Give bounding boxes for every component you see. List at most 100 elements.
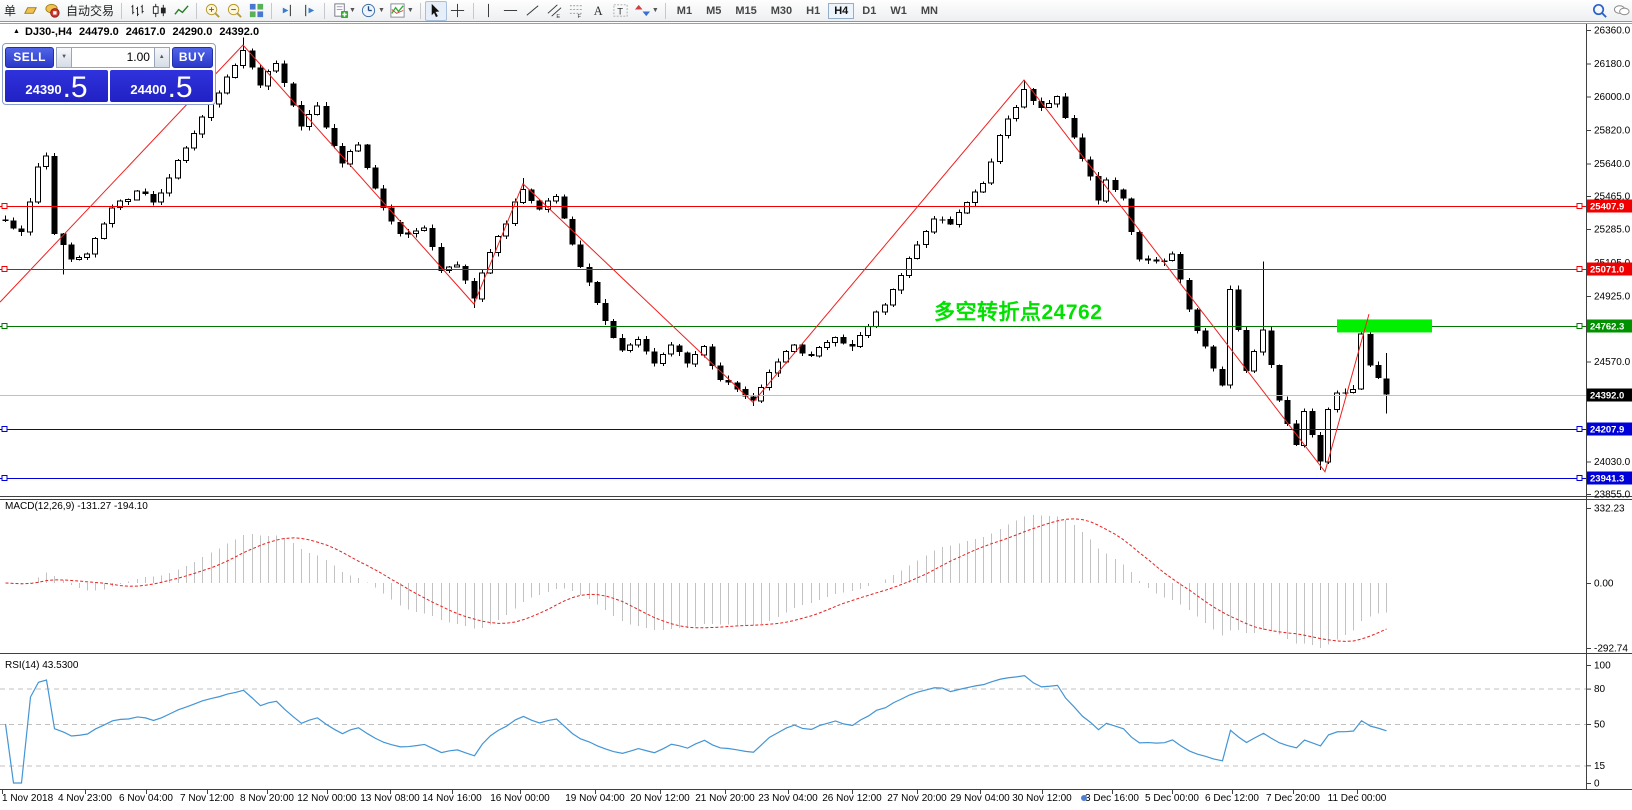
tile-windows-icon[interactable]	[245, 1, 267, 21]
indicators-icon[interactable]	[387, 1, 409, 21]
order-label[interactable]: 单	[4, 4, 17, 18]
svg-text:23 Nov 04:00: 23 Nov 04:00	[758, 793, 818, 804]
timeframe-button-h1[interactable]: H1	[806, 4, 821, 17]
rsi-line	[4, 675, 1387, 784]
timeframe-button-d1[interactable]: D1	[862, 4, 877, 17]
text-icon[interactable]: A	[588, 1, 610, 21]
toolbar-separator	[419, 2, 421, 19]
zoom-in-icon[interactable]	[201, 1, 223, 21]
svg-text:26000.0: 26000.0	[1594, 92, 1631, 103]
buy-price[interactable]: 24400 .5	[110, 70, 213, 103]
vertical-line-icon[interactable]	[478, 1, 500, 21]
svg-text:332.23: 332.23	[1594, 504, 1625, 515]
timeframe-button-m1[interactable]: M1	[676, 4, 693, 17]
label-icon[interactable]: T	[610, 1, 632, 21]
svg-text:5 Dec 00:00: 5 Dec 00:00	[1145, 793, 1199, 804]
horizontal-line-icon[interactable]	[500, 1, 522, 21]
svg-text:24570.0: 24570.0	[1594, 357, 1631, 368]
trendline-icon[interactable]	[522, 1, 544, 21]
autotrade-icon[interactable]	[41, 1, 63, 21]
price-badge: 25407.9	[1590, 202, 1624, 213]
price-axis: 26360.0 26180.0 26000.0 25820.0 25640.0 25465…	[1586, 26, 1632, 790]
arrows-icon[interactable]	[632, 1, 654, 21]
price-badge: 24392.0	[1590, 391, 1624, 402]
sell-price[interactable]: 24390 .5	[5, 70, 108, 103]
price-badge: 25071.0	[1590, 265, 1624, 276]
buy-price-main: 24400	[130, 82, 167, 97]
svg-text:29 Nov 04:00: 29 Nov 04:00	[950, 793, 1010, 804]
sell-button[interactable]: SELL	[5, 46, 55, 68]
new-template-icon[interactable]	[329, 1, 351, 21]
volume-decrease-button[interactable]: ▼	[56, 46, 72, 68]
timeframe-button-mn[interactable]: MN	[920, 4, 938, 17]
toolbar-separator	[121, 2, 123, 19]
svg-text:25820.0: 25820.0	[1594, 126, 1631, 137]
ohlc-open: 24479.0	[79, 26, 119, 38]
svg-text:1 Nov 2018: 1 Nov 2018	[2, 793, 54, 804]
chart-header: ▲ DJ30-,H4 24479.0 24617.0 24290.0 24392.0	[13, 26, 266, 38]
fibonacci-icon[interactable]: F	[566, 1, 588, 21]
timeframe-button-w1[interactable]: W1	[890, 4, 907, 17]
buy-button[interactable]: BUY	[171, 46, 214, 68]
chart-annotation-text[interactable]: 多空转折点24762	[934, 301, 1103, 324]
zoom-out-icon[interactable]	[223, 1, 245, 21]
svg-text:24925.0: 24925.0	[1594, 291, 1631, 302]
crosshair-icon[interactable]	[447, 1, 469, 21]
marker-dot	[1081, 795, 1087, 801]
svg-text:6 Nov 04:00: 6 Nov 04:00	[119, 793, 173, 804]
timeframe-button-m15[interactable]: M15	[735, 4, 757, 17]
symbol-expander-icon[interactable]: ▲	[13, 28, 20, 35]
autotrade-label[interactable]: 自动交易	[66, 4, 115, 18]
gold-ingot-icon[interactable]	[19, 1, 41, 21]
candlestick-chart-icon[interactable]	[148, 1, 170, 21]
svg-text:13 Nov 08:00: 13 Nov 08:00	[360, 793, 420, 804]
horizontal-level-lines	[0, 203, 1586, 481]
svg-text:27 Nov 20:00: 27 Nov 20:00	[887, 793, 947, 804]
svg-text:30 Nov 12:00: 30 Nov 12:00	[1012, 793, 1072, 804]
svg-text:T: T	[618, 6, 624, 17]
toolbar-separator	[196, 2, 198, 19]
period-clock-icon-caret[interactable]: ▼	[377, 7, 385, 14]
new-template-icon-caret[interactable]: ▼	[349, 7, 356, 14]
price-badge: 24207.9	[1590, 425, 1624, 436]
rsi-indicator-label: RSI(14) 43.5300	[5, 660, 79, 671]
symbol-label: DJ30-,H4	[24, 26, 73, 38]
price-badge: 24762.3	[1590, 322, 1624, 333]
indicators-icon-caret[interactable]: ▼	[406, 7, 414, 14]
one-click-trading-panel: SELL ▼ ▲ BUY 24390 .5 24400 .5	[2, 43, 216, 105]
channel-icon[interactable]: E	[544, 1, 566, 21]
ohlc-close: 24392.0	[219, 26, 260, 38]
period-clock-icon[interactable]	[358, 1, 380, 21]
ohlc-high: 24617.0	[125, 26, 166, 38]
line-chart-icon[interactable]	[170, 1, 192, 21]
timeframe-button-h4[interactable]: H4	[828, 2, 855, 19]
chat-icon[interactable]	[1610, 1, 1632, 21]
candlesticks	[2, 37, 1390, 470]
sell-price-main: 24390	[25, 82, 62, 97]
toolbar-separator	[664, 2, 666, 19]
timeframe-button-m30[interactable]: M30	[770, 4, 793, 17]
volume-input[interactable]	[71, 46, 154, 68]
svg-text:50: 50	[1594, 720, 1606, 731]
search-icon[interactable]	[1588, 1, 1610, 21]
arrows-icon-caret[interactable]: ▼	[651, 7, 659, 14]
svg-text:7 Dec 20:00: 7 Dec 20:00	[1266, 793, 1320, 804]
svg-text:7 Nov 12:00: 7 Nov 12:00	[180, 793, 234, 804]
volume-increase-button[interactable]: ▲	[153, 46, 170, 68]
svg-text:14 Nov 16:00: 14 Nov 16:00	[422, 793, 482, 804]
svg-text:80: 80	[1594, 684, 1606, 695]
bar-chart-icon[interactable]	[126, 1, 148, 21]
svg-text:-292.74: -292.74	[1594, 644, 1628, 655]
timeframe-button-m5[interactable]: M5	[706, 4, 722, 17]
svg-text:23855.0: 23855.0	[1594, 490, 1631, 501]
macd-signal-line	[5, 518, 1387, 642]
toolbar: 单 自动交易 ▼ ▼ ▼ E F A T ▼ M1 M5 M15 M30 H1 H4 D1 W1 MN	[0, 0, 1632, 22]
macd-histogram	[13, 515, 1387, 649]
cursor-icon[interactable]	[424, 0, 447, 21]
auto-scroll-icon[interactable]	[298, 1, 320, 21]
highlight-rectangle	[1337, 319, 1432, 333]
svg-text:15: 15	[1594, 761, 1606, 772]
chart-shift-icon[interactable]	[276, 1, 298, 21]
svg-text:26360.0: 26360.0	[1594, 26, 1631, 37]
